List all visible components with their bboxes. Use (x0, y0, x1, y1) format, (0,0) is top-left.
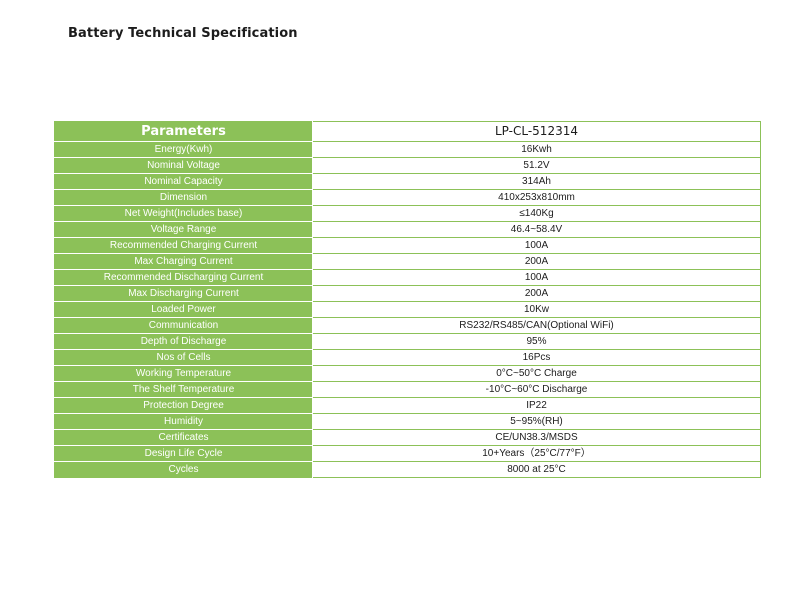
parameter-value: CE/UN38.3/MSDS (312, 429, 761, 446)
table-row: Voltage Range 46.4~58.4V (54, 221, 761, 238)
parameter-value: 314Ah (312, 173, 761, 190)
parameter-value: 200A (312, 253, 761, 270)
parameter-value: 10Kw (312, 301, 761, 318)
table-row: Working Temperature 0°C~50°C Charge (54, 365, 761, 382)
parameter-label: Design Life Cycle (54, 445, 313, 462)
parameter-label: Cycles (54, 461, 313, 478)
parameter-label: The Shelf Temperature (54, 381, 313, 398)
parameter-label: Nominal Voltage (54, 157, 313, 174)
table-row: Nominal Voltage 51.2V (54, 157, 761, 174)
table-row: Net Weight(Includes base) ≤140Kg (54, 205, 761, 222)
page-title: Battery Technical Specification (68, 26, 298, 41)
model-column-header: LP-CL-512314 (312, 121, 761, 142)
parameter-value: ≤140Kg (312, 205, 761, 222)
parameter-label: Nominal Capacity (54, 173, 313, 190)
parameter-label: Depth of Discharge (54, 333, 313, 350)
table-row: Communication RS232/RS485/CAN(Optional W… (54, 317, 761, 334)
parameter-value: IP22 (312, 397, 761, 414)
parameter-label: Max Charging Current (54, 253, 313, 270)
parameter-value: 0°C~50°C Charge (312, 365, 761, 382)
parameter-label: Protection Degree (54, 397, 313, 414)
parameter-label: Max Discharging Current (54, 285, 313, 302)
spec-table: Parameters LP-CL-512314 Energy(Kwh) 16Kw… (54, 121, 761, 478)
parameter-value: 410x253x810mm (312, 189, 761, 206)
parameter-label: Recommended Charging Current (54, 237, 313, 254)
parameter-value: 5~95%(RH) (312, 413, 761, 430)
table-row: Recommended Discharging Current 100A (54, 269, 761, 286)
parameter-label: Dimension (54, 189, 313, 206)
table-row: Humidity 5~95%(RH) (54, 413, 761, 430)
parameter-value: 95% (312, 333, 761, 350)
parameter-value: 10+Years（25°C/77°F） (312, 445, 761, 462)
parameter-value: -10°C~60°C Discharge (312, 381, 761, 398)
table-row: The Shelf Temperature -10°C~60°C Dischar… (54, 381, 761, 398)
table-row: Loaded Power 10Kw (54, 301, 761, 318)
table-row: Max Charging Current 200A (54, 253, 761, 270)
parameter-value: 16Kwh (312, 141, 761, 158)
table-row: Design Life Cycle 10+Years（25°C/77°F） (54, 445, 761, 462)
table-row: Certificates CE/UN38.3/MSDS (54, 429, 761, 446)
parameter-label: Net Weight(Includes base) (54, 205, 313, 222)
parameter-label: Humidity (54, 413, 313, 430)
parameter-value: RS232/RS485/CAN(Optional WiFi) (312, 317, 761, 334)
table-row: Nos of Cells 16Pcs (54, 349, 761, 366)
parameter-label: Working Temperature (54, 365, 313, 382)
parameter-value: 100A (312, 237, 761, 254)
parameter-value: 100A (312, 269, 761, 286)
table-row: Depth of Discharge 95% (54, 333, 761, 350)
table-header-row: Parameters LP-CL-512314 (54, 121, 761, 142)
parameter-label: Voltage Range (54, 221, 313, 238)
table-row: Cycles 8000 at 25°C (54, 461, 761, 478)
parameter-value: 16Pcs (312, 349, 761, 366)
parameter-label: Energy(Kwh) (54, 141, 313, 158)
table-row: Energy(Kwh) 16Kwh (54, 141, 761, 158)
parameter-label: Loaded Power (54, 301, 313, 318)
table-row: Recommended Charging Current 100A (54, 237, 761, 254)
parameter-value: 46.4~58.4V (312, 221, 761, 238)
table-row: Max Discharging Current 200A (54, 285, 761, 302)
parameters-column-header: Parameters (54, 121, 313, 142)
table-row: Dimension 410x253x810mm (54, 189, 761, 206)
parameter-value: 51.2V (312, 157, 761, 174)
table-row: Nominal Capacity 314Ah (54, 173, 761, 190)
parameter-label: Certificates (54, 429, 313, 446)
parameter-label: Recommended Discharging Current (54, 269, 313, 286)
parameter-value: 200A (312, 285, 761, 302)
table-row: Protection Degree IP22 (54, 397, 761, 414)
parameter-label: Nos of Cells (54, 349, 313, 366)
parameter-value: 8000 at 25°C (312, 461, 761, 478)
parameter-label: Communication (54, 317, 313, 334)
